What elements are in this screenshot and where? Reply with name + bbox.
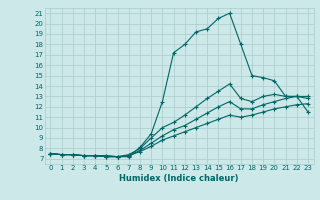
X-axis label: Humidex (Indice chaleur): Humidex (Indice chaleur) [119,174,239,183]
